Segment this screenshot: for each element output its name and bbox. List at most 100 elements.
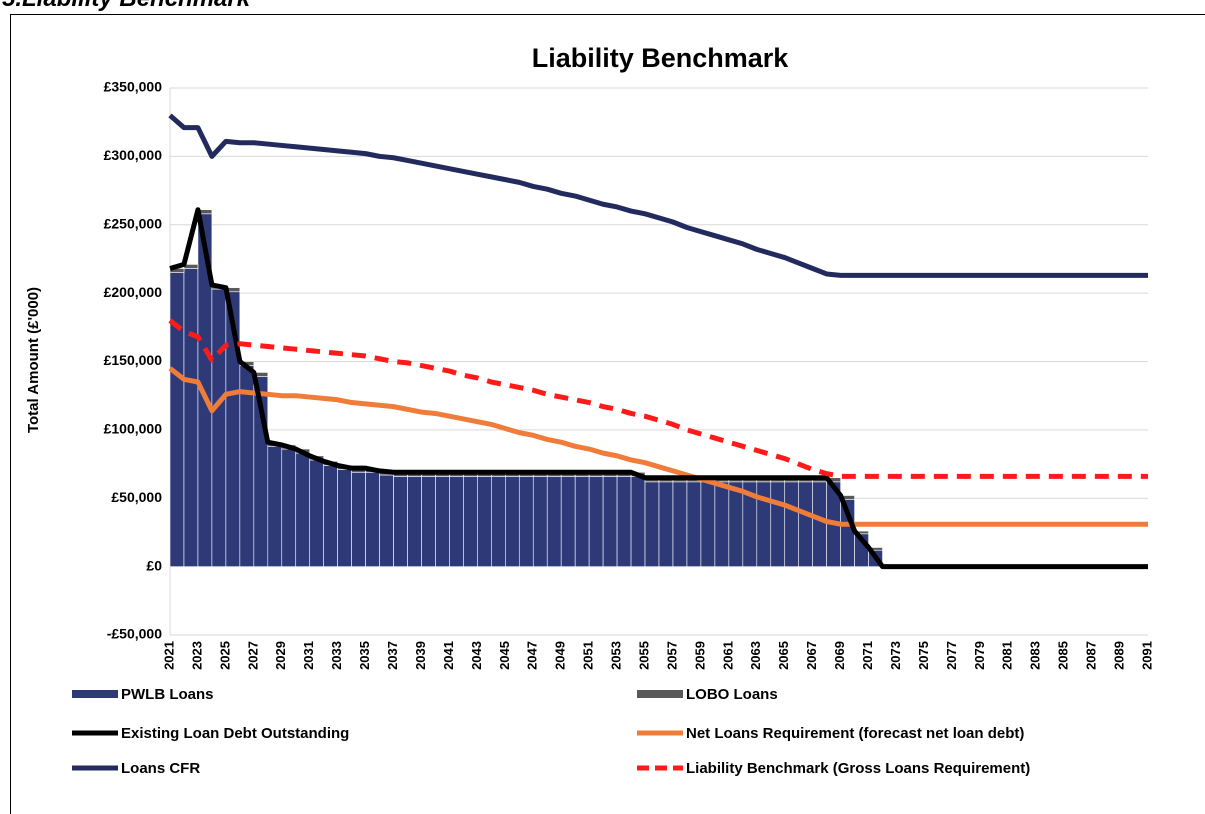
bar [560, 476, 576, 567]
y-tick-label: £50,000 [111, 489, 162, 505]
x-tick-label: 2041 [441, 641, 456, 670]
bar [518, 476, 534, 567]
x-tick-label: 2067 [804, 641, 819, 670]
x-tick-label: 2047 [525, 641, 540, 670]
y-tick-label: £0 [146, 557, 162, 573]
x-tick-label: 2037 [385, 641, 400, 670]
section-heading: 5.Liability Benchmark [2, 0, 252, 12]
x-tick-label: 2039 [413, 641, 428, 670]
x-tick-label: 2065 [776, 641, 791, 670]
y-tick-label: £250,000 [104, 215, 163, 231]
bar [267, 445, 283, 567]
bar [169, 272, 185, 567]
x-tick-label: 2049 [553, 641, 568, 670]
legend-label: Net Loans Requirement (forecast net loan… [686, 725, 1024, 742]
y-tick-label: £300,000 [104, 147, 163, 163]
x-tick-label: 2023 [189, 641, 204, 670]
bar [295, 452, 311, 567]
x-tick-label: 2071 [860, 641, 875, 670]
x-tick-label: 2073 [888, 641, 903, 670]
bar [616, 476, 632, 567]
x-tick-label: 2027 [245, 641, 260, 670]
bar [728, 481, 744, 567]
bar [309, 459, 324, 567]
x-tick-label: 2059 [692, 641, 707, 670]
y-tick-label: £350,000 [104, 79, 163, 95]
x-tick-label: 2029 [273, 641, 288, 670]
bar [351, 471, 366, 567]
bar [281, 448, 297, 567]
x-tick-label: 2025 [217, 641, 232, 670]
x-tick-label: 2075 [916, 641, 931, 670]
x-tick-label: 2061 [720, 641, 735, 670]
y-tick-label: £150,000 [104, 352, 163, 368]
bar [756, 481, 772, 567]
bar [477, 476, 492, 567]
chart-title: Liability Benchmark [532, 43, 790, 73]
legend-label: Existing Loan Debt Outstanding [121, 725, 349, 742]
x-tick-label: 2077 [944, 641, 959, 670]
x-tick-label: 2045 [497, 641, 512, 670]
line [168, 366, 1148, 527]
y-axis-label: Total Amount (£'000) [25, 287, 42, 433]
x-tick-label: 2055 [636, 641, 651, 670]
bar [700, 481, 716, 567]
x-tick-label: 2089 [1111, 641, 1126, 670]
x-tick-label: 2051 [581, 641, 596, 670]
bar [407, 476, 422, 567]
line [168, 318, 1148, 479]
x-tick-label: 2069 [832, 641, 847, 670]
x-tick-label: 2091 [1139, 641, 1154, 670]
bar [672, 481, 688, 567]
bar [798, 481, 813, 567]
bar [658, 481, 674, 567]
bar [770, 481, 786, 567]
bar [812, 481, 827, 567]
x-tick-label: 2021 [161, 641, 176, 670]
x-tick-label: 2035 [357, 641, 372, 670]
bar [449, 476, 464, 567]
bar [183, 268, 199, 567]
bar [323, 465, 338, 567]
x-tick-label: 2087 [1084, 641, 1099, 670]
bar [630, 476, 646, 567]
x-tick-label: 2053 [609, 641, 624, 670]
bar [588, 476, 604, 567]
legend-label: LOBO Loans [686, 686, 778, 703]
bar [379, 474, 394, 567]
y-tick-label: £200,000 [104, 284, 163, 300]
bar [365, 471, 380, 567]
legend-label: Loans CFR [121, 760, 200, 777]
x-tick-label: 2085 [1056, 641, 1071, 670]
bar [532, 476, 548, 567]
bar [435, 476, 450, 567]
x-tick-label: 2057 [664, 641, 679, 670]
x-tick-label: 2043 [469, 641, 484, 670]
y-tick-label: £100,000 [104, 421, 163, 437]
bar [491, 476, 506, 567]
bar [393, 476, 408, 567]
legend-label: Liability Benchmark (Gross Loans Require… [686, 760, 1030, 777]
bar [574, 476, 590, 567]
legend-swatch [72, 690, 118, 698]
bar [211, 288, 227, 567]
x-tick-label: 2079 [972, 641, 987, 670]
bar [686, 481, 702, 567]
bar [505, 476, 520, 567]
x-tick-label: 2033 [329, 641, 344, 670]
bar [421, 476, 436, 567]
y-tick-label: -£50,000 [107, 626, 162, 642]
bar [602, 476, 618, 567]
bar [337, 469, 352, 567]
bar [546, 476, 562, 567]
x-tick-label: 2083 [1028, 641, 1043, 670]
legend-swatch [637, 690, 683, 698]
line [169, 207, 1148, 570]
bar [463, 476, 478, 567]
bar [784, 481, 800, 567]
bar [714, 481, 730, 567]
legend-label: PWLB Loans [121, 686, 214, 703]
bar [239, 365, 255, 567]
x-tick-label: 2063 [748, 641, 763, 670]
x-tick-label: 2081 [1000, 641, 1015, 670]
